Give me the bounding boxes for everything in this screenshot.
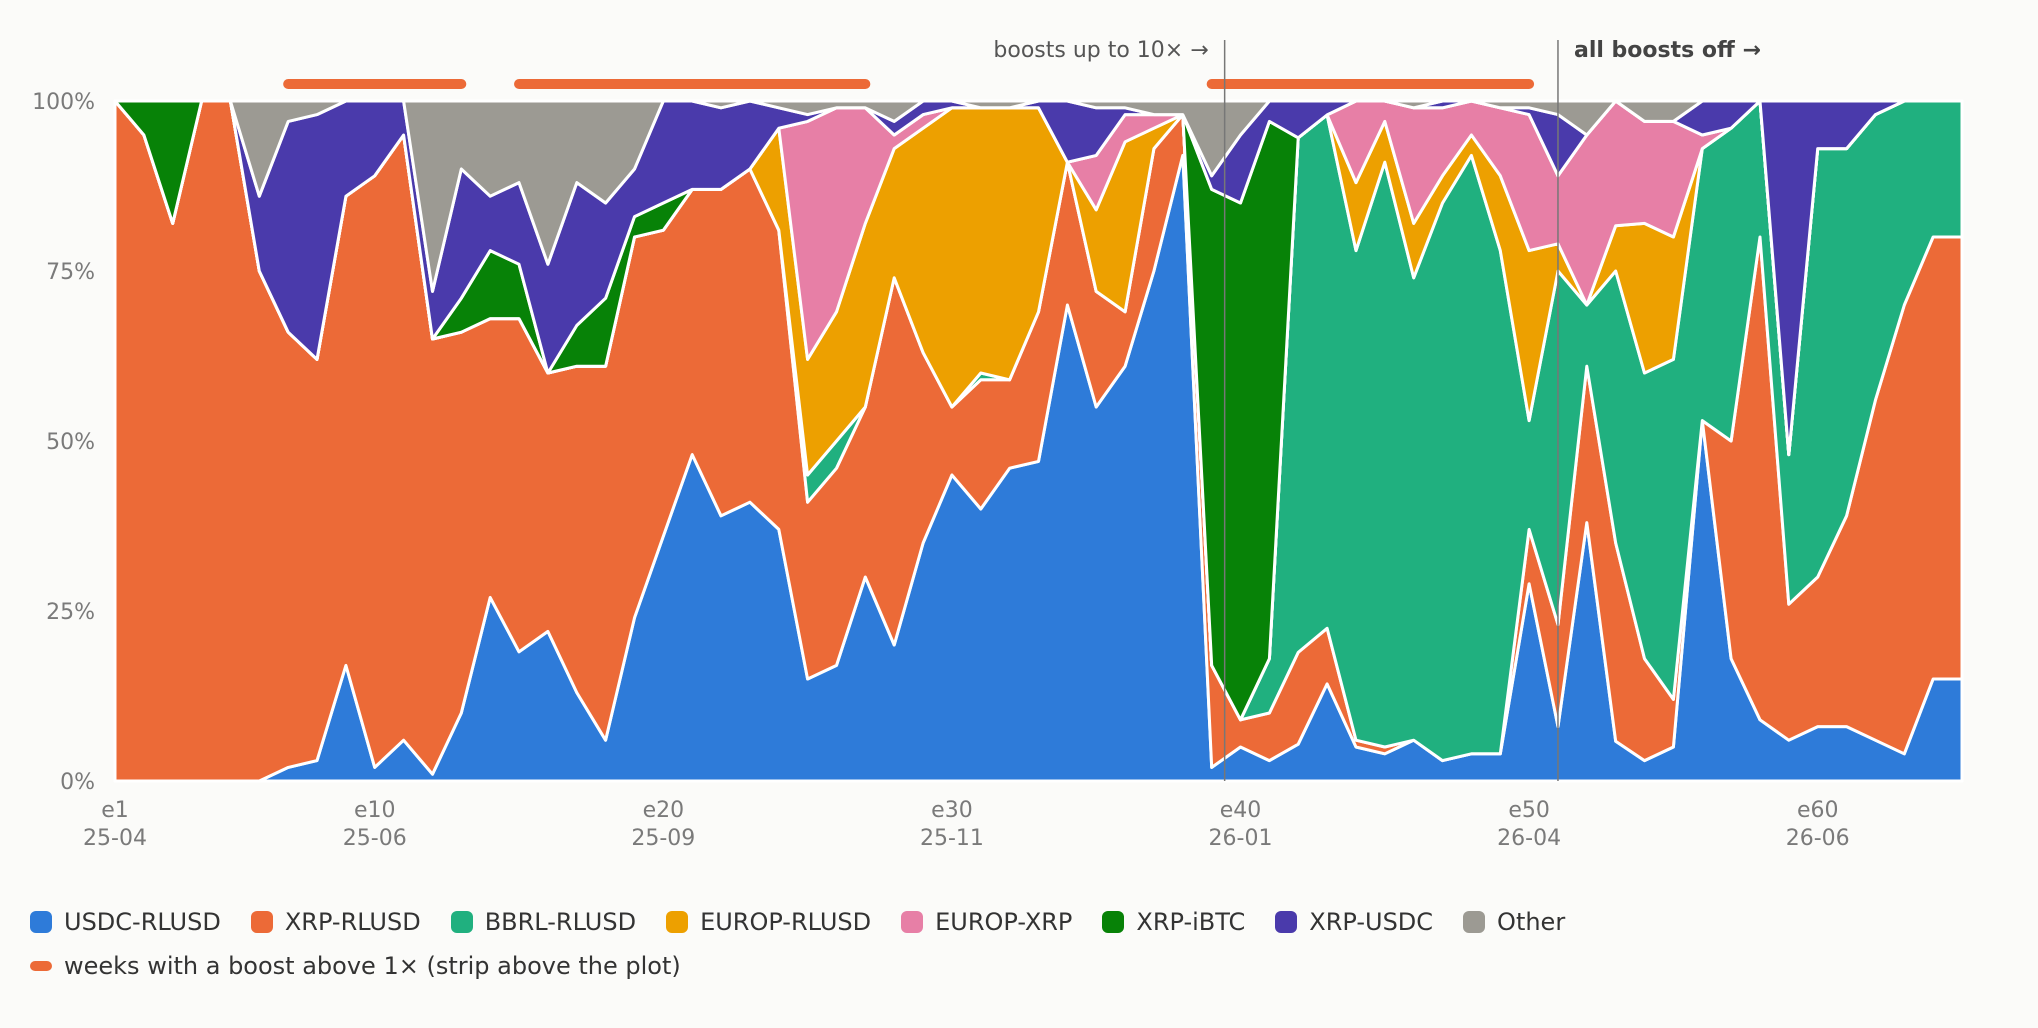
legend-strip-row: weeks with a boost above 1× (strip above…: [30, 944, 2010, 988]
legend-label: EUROP-RLUSD: [700, 908, 872, 936]
x-tick-date-label: 26-06: [1786, 826, 1850, 851]
x-tick-date-label: 26-01: [1209, 826, 1273, 851]
boost-strip-swatch: [30, 961, 52, 971]
x-tick-date-label: 25-09: [631, 826, 695, 851]
legend-item: Other: [1463, 908, 1565, 936]
legend-swatch: [450, 911, 473, 933]
legend-item: USDC-RLUSD: [30, 908, 221, 936]
area-other: [113, 99, 1964, 293]
legend-label: XRP-RLUSD: [284, 908, 421, 936]
y-tick-label: 50%: [46, 430, 95, 455]
y-axis: 0% 25% 50% 75% 100%: [32, 90, 95, 795]
legend-label: USDC-RLUSD: [64, 908, 221, 936]
legend-swatch: [30, 911, 52, 933]
stacked-area-chart: 0%25%50%75%100% e125-04e1025-06e2025-09e…: [32, 38, 1964, 851]
y-tick-label: 100%: [32, 90, 95, 115]
legend-swatch: [1102, 911, 1125, 933]
legend-label: XRP-iBTC: [1136, 908, 1246, 936]
x-tick-date-label: 25-06: [343, 826, 407, 851]
area-series-group: [113, 99, 1964, 783]
legend-label: BBRL-RLUSD: [484, 908, 637, 936]
legend-item: XRP-RLUSD: [250, 908, 421, 936]
legend-swatch: [1463, 911, 1486, 933]
x-axis: e1 25-04 e10 25-06 e20 25-09 e30 25-11 e40 26-01 e…: [83, 798, 1850, 851]
legend-item: XRP-USDC: [1275, 908, 1433, 936]
y-tick-label: 0%: [60, 770, 95, 795]
annotations: boosts up to 10× → all boosts off →: [993, 38, 1761, 63]
legend-label: XRP-USDC: [1309, 908, 1434, 936]
legend-swatch: [901, 911, 924, 933]
x-tick-label: e60: [1797, 798, 1839, 823]
x-tick-label: e40: [1220, 798, 1262, 823]
x-tick-label: e1: [101, 798, 129, 823]
legend-swatch: [666, 911, 689, 933]
legend: USDC-RLUSD XRP-RLUSD BBRL-RLUSD EUROP-RLUSD…: [30, 900, 2010, 988]
x-tick-label: e10: [354, 798, 396, 823]
legend-item: EUROP-XRP: [901, 908, 1072, 936]
boost-strip-legend-label: weeks with a boost above 1× (strip above…: [64, 952, 681, 980]
annotation-lines: [1223, 40, 1559, 781]
y-tick-label: 75%: [46, 260, 95, 285]
annotation-text: boosts up to 10× →: [993, 38, 1208, 63]
x-tick-label: e30: [931, 798, 973, 823]
x-tick-date-label: 25-11: [920, 826, 984, 851]
legend-item: BBRL-RLUSD: [450, 908, 637, 936]
legend-item: EUROP-RLUSD: [666, 908, 871, 936]
annotation-text: all boosts off →: [1574, 38, 1761, 63]
x-tick-label: e20: [643, 798, 685, 823]
legend-swatch: [1275, 911, 1298, 933]
legend-series-row: USDC-RLUSD XRP-RLUSD BBRL-RLUSD EUROP-RLUSD…: [30, 900, 2010, 944]
legend-label: EUROP-XRP: [935, 908, 1073, 936]
legend-swatch: [250, 911, 273, 933]
legend-label: Other: [1497, 908, 1566, 936]
y-tick-label: 25%: [46, 600, 95, 625]
legend-item: XRP-iBTC: [1102, 908, 1245, 936]
x-tick-date-label: 26-04: [1497, 826, 1561, 851]
x-tick-date-label: 25-04: [83, 826, 147, 851]
x-tick-label: e50: [1508, 798, 1550, 823]
